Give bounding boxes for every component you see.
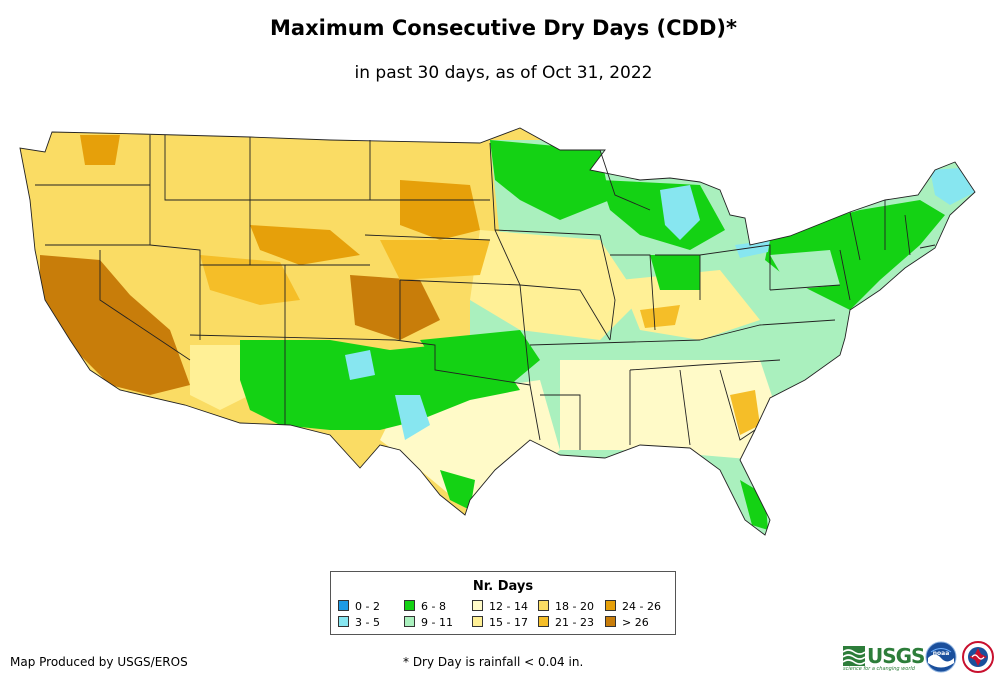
legend-swatch <box>538 616 549 627</box>
region-carolina-orange <box>730 390 760 435</box>
noaa-logo-text: noaa <box>933 650 950 657</box>
legend-item: 6 - 8 <box>404 600 446 614</box>
legend-label: 6 - 8 <box>421 600 446 613</box>
region-florida-green <box>740 480 768 530</box>
legend-swatch <box>404 616 415 627</box>
map-title: Maximum Consecutive Dry Days (CDD)* <box>270 16 737 40</box>
region-nebraska-orange <box>380 240 490 280</box>
legend-label: 9 - 11 <box>421 616 453 629</box>
legend-item: 12 - 14 <box>472 600 528 614</box>
state-boundaries <box>19 127 976 536</box>
legend-item: 18 - 20 <box>538 600 594 614</box>
legend-label: > 26 <box>622 616 649 629</box>
dry-day-footnote: * Dry Day is rainfall < 0.04 in. <box>403 655 584 669</box>
legend-label: 21 - 23 <box>555 616 594 629</box>
region-michigan-green <box>600 180 725 250</box>
region-lake-erie <box>735 240 770 258</box>
legend-swatch <box>472 616 483 627</box>
legend-item: 24 - 26 <box>605 600 661 614</box>
map-subtitle: in past 30 days, as of Oct 31, 2022 <box>354 63 653 83</box>
usgs-waves-icon <box>843 646 865 666</box>
region-oklahoma-green <box>420 330 540 385</box>
region-colorado-dry <box>350 275 440 340</box>
legend-swatch <box>338 600 349 611</box>
region-texas-coast-green <box>440 470 475 510</box>
legend-label: 18 - 20 <box>555 600 594 613</box>
region-minnesota-green <box>490 140 610 220</box>
legend-swatch <box>338 616 349 627</box>
legend-label: 3 - 5 <box>355 616 380 629</box>
nws-logo <box>962 641 994 673</box>
region-indiana-green <box>650 255 700 290</box>
region-lake-michigan <box>660 185 700 240</box>
region-pa-pale <box>770 250 840 290</box>
region-southeast-pale <box>560 360 780 460</box>
legend-item: 3 - 5 <box>338 616 380 630</box>
region-nm-blue <box>345 350 375 380</box>
region-maine-blue <box>930 168 975 205</box>
legend-title: Nr. Days <box>472 579 534 594</box>
region-montana-dry <box>80 135 120 165</box>
usgs-tagline: science for a changing world <box>843 666 915 672</box>
legend-item: > 26 <box>605 616 649 630</box>
legend: Nr. Days 0 - 2 3 - 5 6 - 8 9 - 11 12 - 1… <box>330 571 676 635</box>
noaa-logo: noaa <box>925 641 957 673</box>
legend-item: 15 - 17 <box>472 616 528 630</box>
legend-item: 0 - 2 <box>338 600 380 614</box>
region-kentucky-orange <box>640 305 680 328</box>
usgs-logo-text: USGS <box>867 644 925 668</box>
legend-swatch <box>404 600 415 611</box>
region-idaho-orange <box>200 255 300 305</box>
producer-credit: Map Produced by USGS/EROS <box>10 655 188 669</box>
region-texas-blue <box>395 395 430 440</box>
legend-swatch <box>605 600 616 611</box>
region-plains-pale <box>470 230 640 340</box>
legend-swatch <box>538 600 549 611</box>
legend-swatch <box>605 616 616 627</box>
legend-swatch <box>472 600 483 611</box>
legend-label: 24 - 26 <box>622 600 661 613</box>
region-wyoming-dry <box>250 225 360 265</box>
region-california-dry <box>40 255 190 395</box>
legend-item: 21 - 23 <box>538 616 594 630</box>
legend-label: 15 - 17 <box>489 616 528 629</box>
usgs-logo: USGS science for a changing world <box>843 642 925 672</box>
us-cdd-map <box>19 127 976 536</box>
region-dakota-dry <box>400 180 480 240</box>
legend-label: 12 - 14 <box>489 600 528 613</box>
legend-label: 0 - 2 <box>355 600 380 613</box>
legend-item: 9 - 11 <box>404 616 453 630</box>
